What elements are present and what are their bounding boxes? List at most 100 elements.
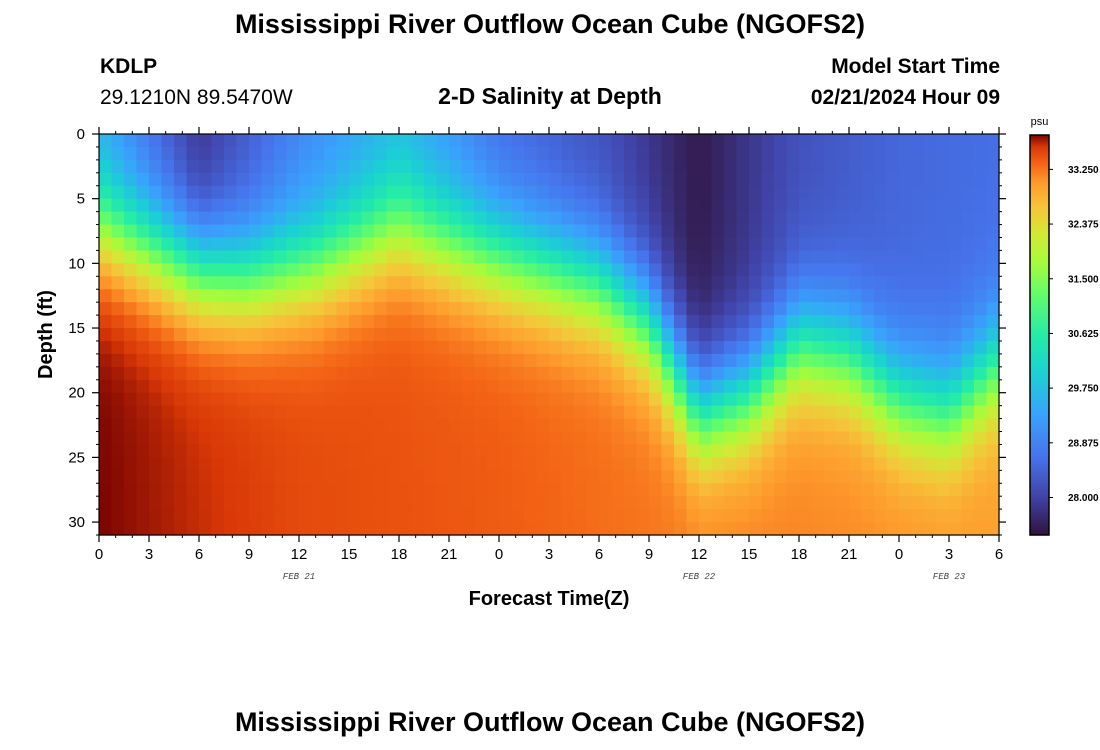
heatmap-cell xyxy=(711,146,725,161)
heatmap-cell xyxy=(199,185,213,200)
heatmap-cell xyxy=(386,392,400,407)
x-tick-label: 12 xyxy=(691,546,708,563)
heatmap-cell xyxy=(861,185,875,200)
x-tick-label: 6 xyxy=(195,546,203,563)
heatmap-cell xyxy=(449,366,463,381)
heatmap-cell xyxy=(674,289,688,303)
colorbar-tick-label: 31.500 xyxy=(1068,274,1099,285)
heatmap-cell xyxy=(949,353,963,368)
heatmap-cell xyxy=(286,328,300,342)
heatmap-cell xyxy=(599,340,613,355)
heatmap-cell xyxy=(786,509,800,523)
heatmap-cell xyxy=(361,509,375,523)
heatmap-cell xyxy=(936,134,950,148)
heatmap-cell xyxy=(374,366,388,381)
heatmap-cell xyxy=(236,159,250,174)
heatmap-cell xyxy=(861,457,875,471)
heatmap-cell xyxy=(286,457,300,471)
heatmap-cell xyxy=(911,159,925,174)
heatmap-cell xyxy=(849,134,863,148)
heatmap-cell xyxy=(236,496,250,510)
heatmap-cell xyxy=(486,237,500,252)
heatmap-cell xyxy=(499,496,513,510)
heatmap-cell xyxy=(874,302,888,316)
heatmap-cell xyxy=(936,522,950,536)
heatmap-cell xyxy=(674,224,688,239)
heatmap-cell xyxy=(136,392,150,407)
heatmap-cell xyxy=(899,289,913,303)
heatmap-cell xyxy=(774,483,788,497)
heatmap-cell xyxy=(311,159,325,174)
heatmap-cell xyxy=(886,366,900,381)
heatmap-cell xyxy=(249,405,263,420)
heatmap-cell xyxy=(761,289,775,303)
heatmap-cell xyxy=(786,146,800,161)
heatmap-cell xyxy=(811,302,825,316)
heatmap-cell xyxy=(261,237,275,252)
heatmap-cell xyxy=(836,185,850,200)
heatmap-cell xyxy=(424,172,438,187)
heatmap-cell xyxy=(486,185,500,200)
heatmap-cell xyxy=(599,302,613,316)
heatmap-cell xyxy=(586,315,600,329)
heatmap-cell xyxy=(374,224,388,239)
heatmap-cell xyxy=(786,250,800,264)
heatmap-cell xyxy=(236,263,250,277)
heatmap-cell xyxy=(486,392,500,407)
heatmap-cell xyxy=(824,392,838,407)
heatmap-cell xyxy=(474,315,488,329)
heatmap-cell xyxy=(924,431,938,446)
heatmap-cell xyxy=(811,159,825,174)
heatmap-cell xyxy=(961,470,975,484)
heatmap-cell xyxy=(761,198,775,213)
heatmap-cell xyxy=(586,159,600,174)
heatmap-cell xyxy=(361,263,375,277)
heatmap-cell xyxy=(436,340,450,355)
heatmap-cell xyxy=(436,315,450,329)
heatmap-cell xyxy=(786,431,800,446)
heatmap-cell xyxy=(336,418,350,433)
heatmap-cell xyxy=(111,470,125,484)
heatmap-cell xyxy=(936,392,950,407)
heatmap-cell xyxy=(724,522,738,536)
heatmap-cell xyxy=(361,250,375,264)
heatmap-cell xyxy=(436,146,450,161)
heatmap-cell xyxy=(449,315,463,329)
heatmap-cell xyxy=(824,276,838,290)
heatmap-cell xyxy=(611,289,625,303)
heatmap-cell xyxy=(524,522,538,536)
heatmap-cell xyxy=(286,250,300,264)
heatmap-cell xyxy=(474,250,488,264)
heatmap-cell xyxy=(949,211,963,226)
heatmap-cell xyxy=(686,483,700,497)
heatmap-cell xyxy=(699,379,713,394)
heatmap-cell xyxy=(274,146,288,161)
heatmap-cell xyxy=(411,509,425,523)
heatmap-cell xyxy=(699,496,713,510)
heatmap-cell xyxy=(261,431,275,446)
heatmap-cell xyxy=(961,315,975,329)
heatmap-cell xyxy=(861,328,875,342)
heatmap-cell xyxy=(736,146,750,161)
heatmap-cell xyxy=(236,328,250,342)
heatmap-cell xyxy=(924,328,938,342)
heatmap-cell xyxy=(124,302,138,316)
heatmap-cell xyxy=(836,392,850,407)
heatmap-cell xyxy=(99,159,113,174)
heatmap-cell xyxy=(449,379,463,394)
heatmap-cell xyxy=(874,379,888,394)
heatmap-cell xyxy=(849,211,863,226)
heatmap-cell xyxy=(561,198,575,213)
heatmap-cell xyxy=(586,522,600,536)
heatmap-cell xyxy=(136,431,150,446)
heatmap-cell xyxy=(199,172,213,187)
heatmap-cell xyxy=(324,146,338,161)
heatmap-cell xyxy=(274,522,288,536)
heatmap-cell xyxy=(174,211,188,226)
heatmap-cell xyxy=(249,457,263,471)
heatmap-cell xyxy=(661,483,675,497)
heatmap-cell xyxy=(174,263,188,277)
heatmap-cell xyxy=(261,198,275,213)
heatmap-cell xyxy=(824,224,838,239)
heatmap-cell xyxy=(574,496,588,510)
